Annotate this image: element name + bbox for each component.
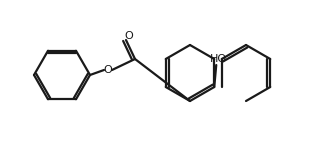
Text: HO: HO — [210, 54, 227, 64]
Text: O: O — [125, 31, 133, 41]
Text: O: O — [104, 65, 112, 75]
